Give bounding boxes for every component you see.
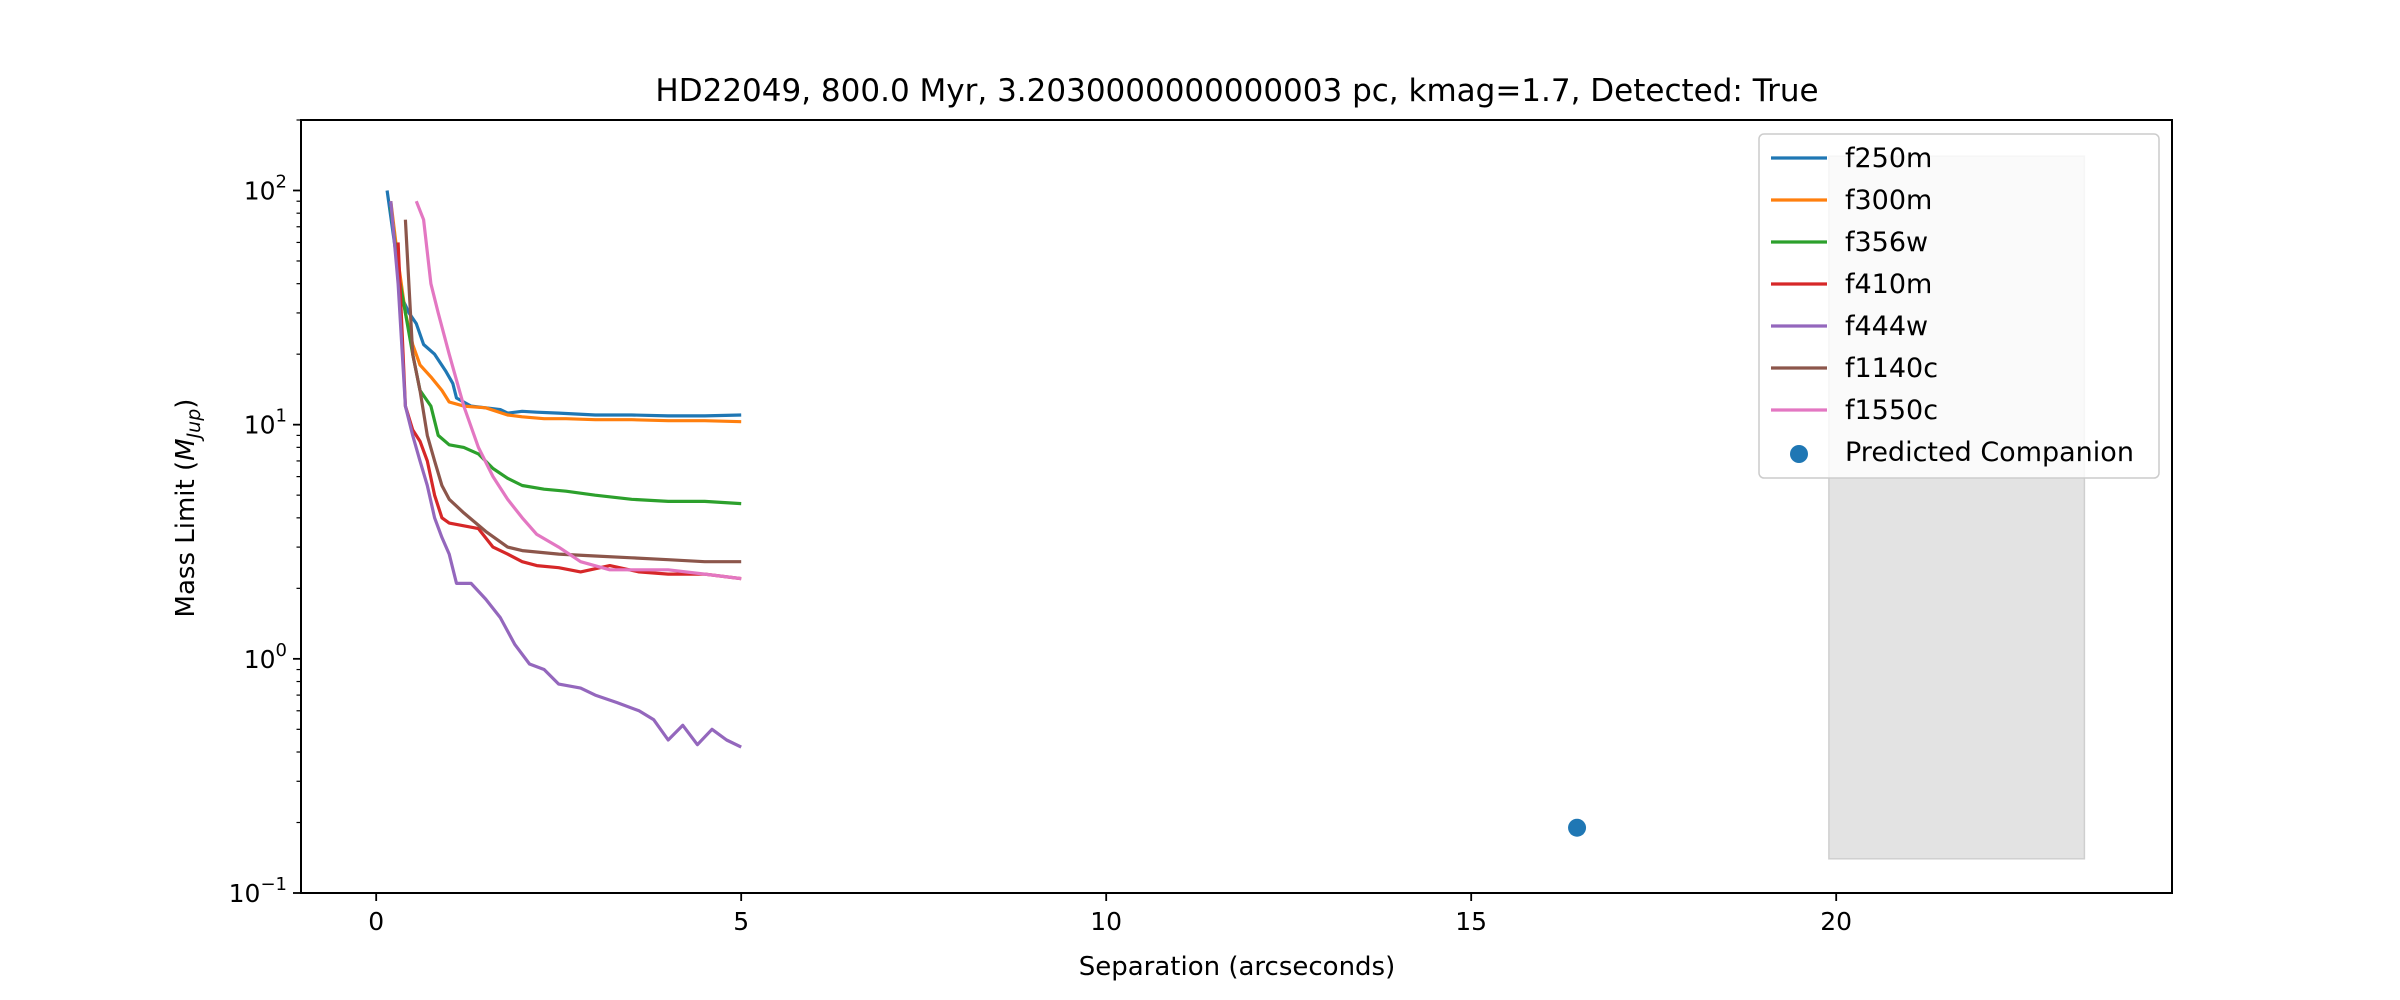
legend-label-f444w: f444w: [1845, 311, 1928, 342]
y-tick-label: 101: [244, 406, 287, 440]
series-line-f250m: [385, 190, 742, 418]
legend-swatch-predicted-companion: [1790, 445, 1808, 463]
x-tick-label: 15: [1455, 907, 1487, 936]
legend-label-f300m: f300m: [1845, 185, 1932, 216]
series-line-f1140c: [403, 219, 742, 564]
predicted-companion-point: [1568, 818, 1587, 837]
legend-label-f356w: f356w: [1845, 227, 1928, 258]
series-line-f356w: [389, 206, 742, 506]
x-tick-label: 0: [368, 907, 384, 936]
x-tick-label: 20: [1820, 907, 1852, 936]
series-line-f444w: [389, 201, 742, 749]
legend-label-predicted-companion: Predicted Companion: [1845, 437, 2134, 468]
y-tick-label: 10−1: [229, 874, 287, 908]
legend-label-f250m: f250m: [1845, 143, 1932, 174]
series-line-f410m: [396, 242, 742, 581]
series-line-f300m: [389, 201, 742, 424]
y-axis-label: Mass Limit (MJup): [171, 399, 205, 618]
legend-label-f410m: f410m: [1845, 269, 1932, 300]
chart-title: HD22049, 800.0 Myr, 3.2030000000000003 p…: [655, 73, 1818, 109]
series-line-f1550c: [414, 200, 742, 581]
legend-label-f1140c: f1140c: [1845, 353, 1938, 384]
legend-label-f1550c: f1550c: [1845, 395, 1938, 426]
legend: [1758, 133, 2160, 479]
y-tick-label: 100: [244, 640, 287, 674]
y-tick-label: 102: [244, 171, 287, 205]
x-tick-label: 5: [733, 907, 749, 936]
x-tick-label: 10: [1090, 907, 1122, 936]
x-axis-label: Separation (arcseconds): [1079, 952, 1396, 982]
plot-frame: [300, 119, 2173, 894]
